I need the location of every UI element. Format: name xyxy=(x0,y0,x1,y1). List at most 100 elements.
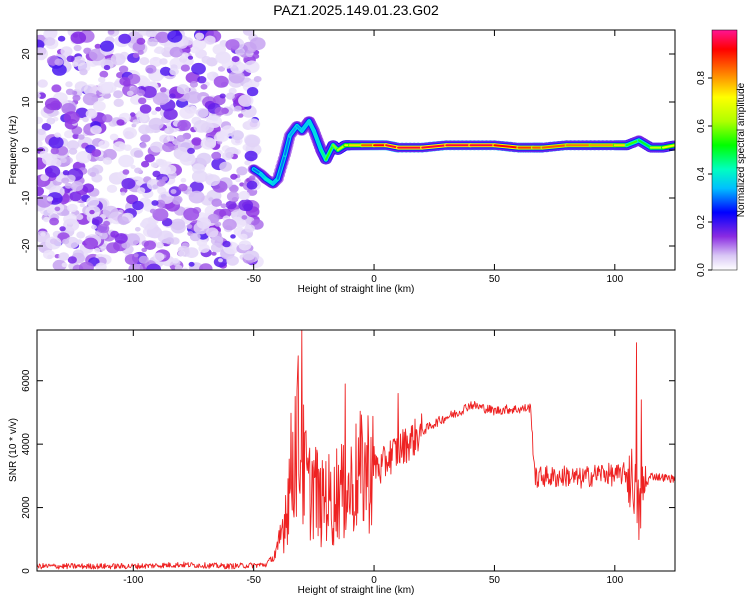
noise-cell xyxy=(217,66,226,72)
noise-cell xyxy=(252,53,260,59)
noise-cell xyxy=(248,175,256,181)
colorbar-tick-label: 0.2 xyxy=(696,215,707,229)
noise-cell xyxy=(140,77,151,86)
noise-cell xyxy=(151,200,159,206)
noise-cell xyxy=(177,119,192,131)
noise-cell xyxy=(60,157,67,164)
noise-cell xyxy=(161,176,168,182)
noise-cell xyxy=(37,186,44,197)
noise-cell xyxy=(95,262,107,270)
noise-cell xyxy=(172,258,180,264)
ridge-segment xyxy=(541,144,568,149)
colorbar-label: Normalized spectral amplitude xyxy=(736,82,747,217)
noise-cell xyxy=(43,249,55,260)
noise-cell xyxy=(64,182,73,189)
noise-cell xyxy=(185,91,202,104)
noise-cell xyxy=(172,197,182,205)
x-tick-label: 100 xyxy=(606,274,623,285)
noise-cell xyxy=(218,258,223,263)
noise-cell xyxy=(226,255,239,266)
noise-cell xyxy=(167,30,183,43)
noise-cell xyxy=(225,39,240,51)
ridge-segment xyxy=(284,134,291,156)
noise-cell xyxy=(90,125,102,135)
noise-cell xyxy=(40,174,49,182)
y-tick-label: 4000 xyxy=(21,433,32,456)
noise-cell xyxy=(179,152,196,166)
noise-cell xyxy=(54,132,61,138)
x-tick-label: 50 xyxy=(489,274,501,285)
x-tick-label: 100 xyxy=(606,575,623,586)
noise-cell xyxy=(219,208,232,219)
noise-cell xyxy=(242,30,255,36)
noise-cell xyxy=(204,35,216,45)
ridge-segment xyxy=(421,144,448,149)
noise-cell xyxy=(123,144,132,151)
noise-cell xyxy=(228,70,245,84)
noise-cell xyxy=(46,196,54,202)
noise-cell xyxy=(92,216,103,225)
noise-cell xyxy=(138,97,147,105)
noise-cell xyxy=(180,52,189,59)
noise-cell xyxy=(58,252,70,261)
noise-cell xyxy=(187,147,195,154)
noise-cell xyxy=(130,164,136,169)
noise-cell xyxy=(78,261,94,270)
noise-cell xyxy=(226,191,240,202)
noise-cell xyxy=(73,44,82,52)
noise-cell xyxy=(136,113,148,123)
noise-cell xyxy=(122,169,130,175)
noise-cell xyxy=(151,110,158,115)
noise-cell xyxy=(91,149,102,157)
noise-cell xyxy=(211,116,219,122)
spectrogram-ridge xyxy=(247,116,675,189)
noise-cell xyxy=(97,223,110,234)
noise-cell xyxy=(75,151,92,164)
noise-cell xyxy=(127,73,141,85)
noise-cell xyxy=(221,59,234,69)
x-tick-label: 0 xyxy=(371,575,377,586)
noise-cell xyxy=(116,119,125,126)
noise-cell xyxy=(230,234,236,239)
snr-x-axis-label: Height of straight line (km) xyxy=(298,585,415,596)
noise-cell xyxy=(150,162,158,168)
noise-cell xyxy=(155,31,170,43)
noise-cell xyxy=(126,90,134,97)
ridge-segment xyxy=(276,153,286,180)
noise-cell xyxy=(40,232,46,237)
noise-cell xyxy=(239,233,248,240)
noise-cell xyxy=(191,62,206,75)
noise-cell xyxy=(43,30,58,40)
noise-cell xyxy=(214,106,226,116)
noise-cell xyxy=(225,200,237,210)
noise-cell xyxy=(107,30,115,35)
noise-cell xyxy=(83,47,92,55)
noise-cell xyxy=(145,64,157,74)
noise-cell xyxy=(152,92,169,106)
noise-cell xyxy=(141,247,147,253)
noise-cell xyxy=(174,264,183,270)
y-tick-label: 6000 xyxy=(21,369,32,392)
noise-cell xyxy=(186,224,193,229)
noise-cell xyxy=(189,181,204,193)
noise-cell xyxy=(51,84,62,93)
y-tick-label: 0 xyxy=(21,568,32,574)
noise-cell xyxy=(219,161,233,172)
noise-cell xyxy=(100,40,114,52)
noise-cell xyxy=(213,75,229,88)
noise-cell xyxy=(196,217,212,229)
y-tick-label: -20 xyxy=(21,238,32,253)
noise-cell xyxy=(109,133,119,141)
noise-cell xyxy=(93,101,106,112)
noise-cell xyxy=(44,167,53,174)
noise-cell xyxy=(222,240,231,248)
noise-cell xyxy=(155,106,162,112)
noise-cell xyxy=(222,218,237,231)
noise-cell xyxy=(242,250,256,261)
noise-cell xyxy=(246,87,259,97)
noise-cell xyxy=(231,56,240,63)
noise-cell xyxy=(147,37,159,47)
noise-cell xyxy=(169,93,176,99)
ridge-segment xyxy=(625,139,640,147)
